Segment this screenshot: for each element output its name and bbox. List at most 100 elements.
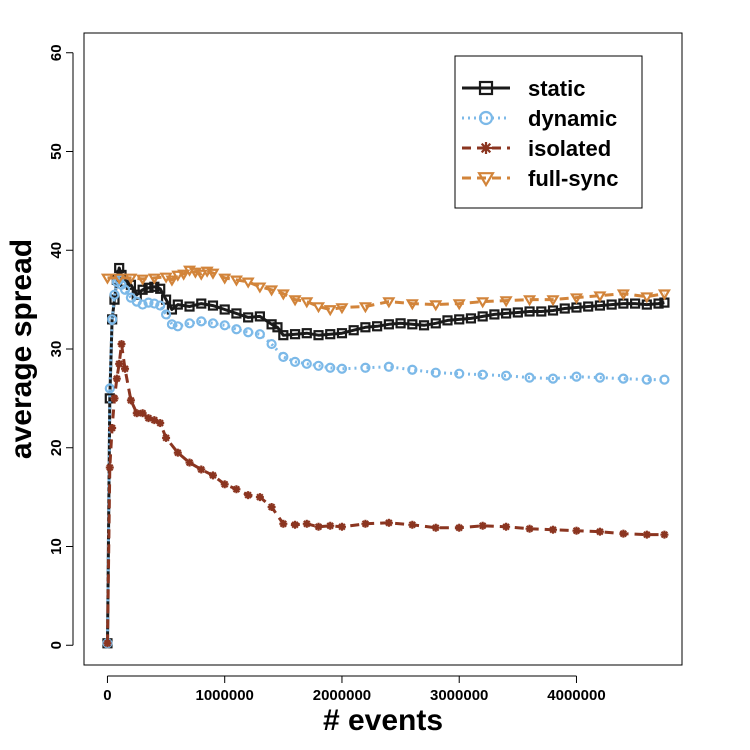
asterisk-stroke — [502, 523, 510, 531]
asterisk-stroke — [432, 524, 440, 532]
data-point — [360, 362, 371, 373]
data-point — [547, 373, 559, 384]
data-point — [276, 289, 290, 301]
data-point — [383, 319, 394, 330]
data-point — [358, 302, 372, 314]
asterisk-stroke — [326, 522, 334, 530]
asterisk-stroke — [338, 523, 346, 531]
data-point — [501, 370, 512, 381]
asterisk-stroke — [113, 374, 121, 383]
asterisk-stroke — [197, 465, 205, 474]
data-point — [547, 305, 559, 316]
data-point — [115, 359, 124, 368]
data-point — [254, 329, 265, 340]
y-axis: 0 10 20 30 40 50 60 — [48, 44, 74, 649]
data-point — [112, 374, 121, 383]
data-point — [336, 363, 348, 374]
data-point — [165, 275, 179, 287]
data-point — [232, 485, 241, 494]
asterisk-stroke — [525, 525, 534, 533]
asterisk-stroke — [185, 458, 194, 467]
x-tick-label: 3000000 — [430, 687, 488, 704]
data-point — [219, 304, 230, 315]
data-point — [278, 330, 289, 341]
asterisk-stroke — [121, 365, 129, 373]
data-point — [117, 340, 126, 349]
legend-marker — [478, 110, 494, 126]
data-point — [313, 360, 324, 371]
data-point — [311, 302, 326, 314]
data-point — [162, 433, 171, 442]
asterisk-stroke — [480, 142, 492, 154]
x-tick-label: 2000000 — [313, 687, 371, 704]
data-point — [546, 295, 560, 307]
data-point — [549, 525, 558, 534]
asterisk-stroke — [479, 522, 487, 530]
data-point — [177, 269, 191, 281]
data-point — [156, 419, 165, 428]
data-point — [429, 300, 443, 312]
legend-item-full-sync: full-sync — [462, 166, 618, 191]
data-point — [619, 529, 628, 538]
asterisk-stroke — [221, 480, 229, 488]
series-layer — [100, 262, 671, 649]
data-point — [105, 463, 114, 472]
data-point — [279, 519, 288, 528]
data-point — [313, 330, 324, 341]
data-point — [266, 338, 277, 350]
data-point — [138, 409, 147, 418]
asterisk-stroke — [127, 396, 135, 405]
data-point — [300, 297, 314, 309]
asterisk-stroke — [385, 519, 393, 527]
data-point — [126, 396, 135, 405]
data-point — [143, 297, 154, 308]
asterisk-stroke — [174, 449, 182, 457]
y-tick-label: 0 — [48, 641, 65, 649]
asterisk-stroke — [361, 520, 370, 528]
data-point — [501, 308, 512, 319]
asterisk-stroke — [150, 416, 159, 424]
legend: static dynamic isolated full-sync — [454, 55, 643, 209]
data-point — [659, 374, 670, 385]
series-line — [107, 268, 665, 311]
legend-label: dynamic — [528, 106, 617, 131]
data-point — [571, 371, 582, 382]
x-tick-label: 4000000 — [547, 687, 605, 704]
asterisk-stroke — [596, 528, 604, 536]
data-point — [137, 284, 148, 295]
data-point — [302, 519, 311, 528]
data-point — [569, 293, 583, 305]
asterisk-stroke — [110, 394, 119, 403]
data-point — [196, 316, 207, 327]
data-point — [155, 300, 166, 311]
data-point — [109, 294, 120, 305]
data-point — [265, 285, 279, 297]
data-point — [173, 448, 182, 457]
data-point — [301, 358, 312, 369]
data-point — [455, 523, 464, 532]
data-point — [405, 299, 419, 311]
y-tick-label: 20 — [48, 439, 65, 456]
series-full-sync — [100, 265, 671, 317]
asterisk-stroke — [133, 409, 141, 417]
data-point — [523, 295, 537, 307]
data-point — [525, 524, 534, 533]
asterisk-stroke — [256, 493, 264, 501]
data-point — [112, 273, 126, 285]
data-point — [160, 294, 172, 305]
data-point — [323, 305, 337, 317]
asterisk-stroke — [103, 639, 112, 647]
data-point — [185, 458, 194, 467]
data-point — [104, 383, 115, 394]
asterisk-stroke — [549, 526, 557, 534]
data-point — [583, 301, 594, 312]
legend-label: isolated — [528, 136, 611, 161]
legend-item-isolated: isolated — [462, 136, 611, 161]
data-point — [137, 299, 148, 310]
data-point — [110, 394, 119, 403]
data-point — [477, 369, 488, 380]
data-point — [291, 520, 300, 529]
legend-item-dynamic: dynamic — [462, 106, 617, 131]
data-point — [196, 298, 207, 309]
legend-marker — [480, 142, 492, 154]
